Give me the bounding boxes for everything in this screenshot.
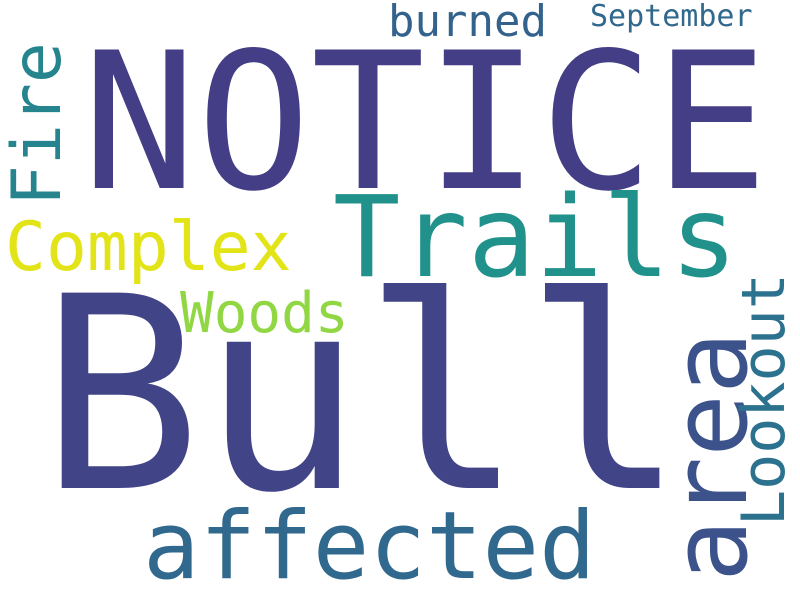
word-affected: affected bbox=[143, 492, 596, 600]
word-complex: Complex bbox=[5, 208, 292, 287]
word-trails: Trails bbox=[333, 173, 738, 303]
word-bull: Bull bbox=[40, 240, 686, 552]
word-notice: NOTICE bbox=[82, 12, 769, 233]
word-september: September bbox=[590, 0, 753, 34]
word-lookout: Lookout bbox=[729, 273, 799, 526]
word-fire: Fire bbox=[0, 42, 77, 206]
word-woods: Woods bbox=[180, 281, 349, 346]
word-burned: burned bbox=[388, 0, 547, 47]
